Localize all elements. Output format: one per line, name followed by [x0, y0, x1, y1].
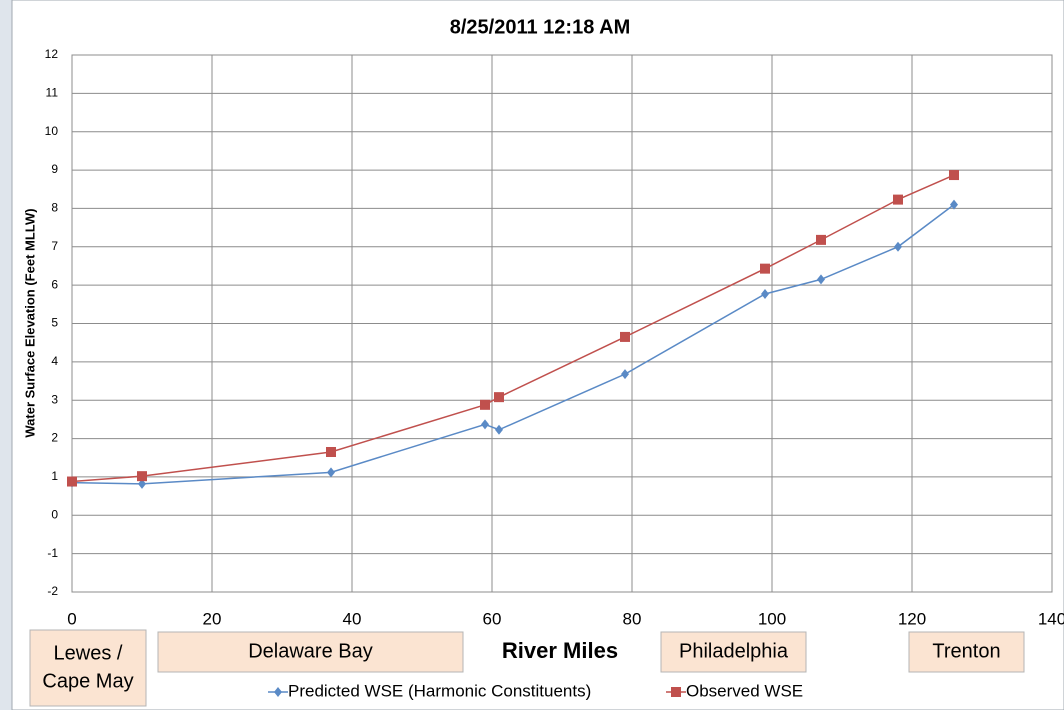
- location-label: Philadelphia: [679, 640, 789, 662]
- data-point: [480, 399, 490, 410]
- data-point: [761, 288, 769, 299]
- x-tick-label: 120: [898, 609, 926, 628]
- series-line: [71, 203, 955, 485]
- location-box: [660, 631, 807, 673]
- location-label: Lewes /: [54, 642, 123, 664]
- location-label: Trenton: [932, 640, 1000, 662]
- location-label: Cape May: [42, 670, 133, 692]
- x-tick-label: 0: [67, 609, 76, 628]
- y-tick-label: 8: [51, 201, 58, 215]
- series-line: [71, 174, 955, 483]
- y-tick-label: 10: [45, 124, 59, 138]
- legend-item: Observed WSE: [666, 681, 803, 700]
- y-tick-label: 6: [51, 277, 58, 291]
- y-tick-label: 4: [51, 354, 58, 368]
- data-point: [950, 199, 958, 210]
- location-box: [157, 631, 464, 673]
- data-point: [137, 471, 147, 482]
- y-tick-label: 5: [51, 316, 58, 330]
- legend-marker: [671, 687, 681, 697]
- y-tick-label: 0: [51, 507, 58, 521]
- data-point: [816, 234, 826, 245]
- chart-title: 8/25/2011 12:18 AM: [450, 16, 631, 38]
- location-box: [29, 629, 147, 707]
- y-tick-label: 1: [51, 469, 58, 483]
- y-tick-label: 12: [45, 47, 59, 61]
- y-tick-label: 7: [51, 239, 58, 253]
- data-point: [621, 369, 629, 380]
- data-point: [949, 170, 959, 181]
- x-tick-label: 100: [758, 609, 786, 628]
- data-point: [481, 419, 489, 430]
- location-box: [908, 631, 1025, 673]
- y-tick-label: -2: [47, 584, 58, 598]
- data-point: [327, 467, 335, 478]
- x-tick-label: 20: [203, 609, 222, 628]
- data-point: [494, 392, 504, 403]
- y-tick-label: 9: [51, 162, 58, 176]
- data-point: [620, 331, 630, 342]
- legend-label: Predicted WSE (Harmonic Constituents): [288, 681, 591, 700]
- data-point: [893, 194, 903, 205]
- y-tick-label: 11: [46, 86, 59, 100]
- data-point: [138, 478, 146, 489]
- legend-item: Predicted WSE (Harmonic Constituents): [268, 681, 591, 700]
- data-point: [894, 241, 902, 252]
- x-axis-label: River Miles: [502, 638, 618, 663]
- y-axis-label: Water Surface Elevation (Feet MLLW): [22, 208, 37, 437]
- y-tick-label: 2: [51, 431, 58, 445]
- x-tick-label: 60: [483, 609, 502, 628]
- y-tick-label: 3: [51, 392, 58, 406]
- location-label: Delaware Bay: [248, 640, 373, 662]
- legend-marker: [274, 687, 282, 697]
- data-point: [495, 424, 503, 435]
- x-tick-label: 40: [343, 609, 362, 628]
- data-point: [817, 274, 825, 285]
- x-tick-label: 80: [623, 609, 642, 628]
- x-tick-label: 140: [1038, 609, 1064, 628]
- y-tick-label: -1: [47, 546, 58, 560]
- legend-label: Observed WSE: [686, 681, 803, 700]
- data-point: [67, 476, 77, 487]
- data-point: [326, 446, 336, 457]
- data-point: [760, 263, 770, 274]
